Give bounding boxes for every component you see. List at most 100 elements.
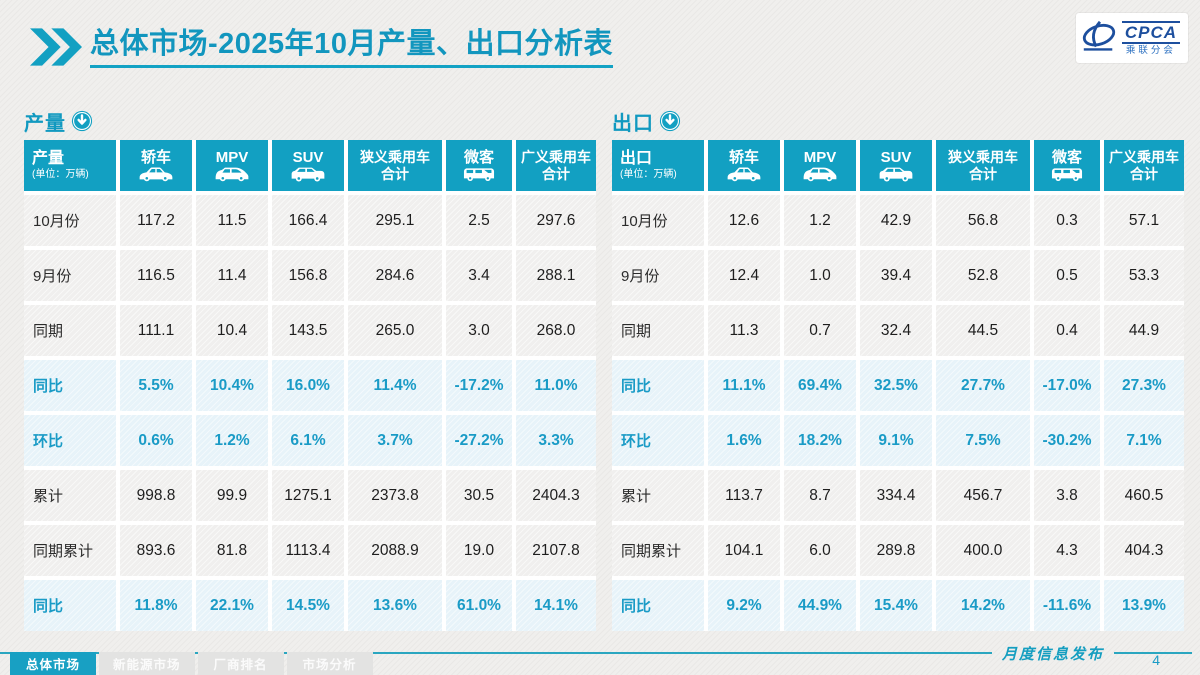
- value-cell: 117.2: [120, 195, 192, 246]
- value-cell: 7.5%: [936, 415, 1030, 466]
- export-table: 出口 (单位：万辆) 轿车 MPV SUV 狭义乘用车 合计 微客 广义乘用车 合计 10月份 12.…: [612, 140, 1184, 631]
- row-label: 同比: [612, 580, 704, 631]
- row-label: 环比: [24, 415, 116, 466]
- export-section-title: 出口: [612, 106, 1184, 136]
- value-cell: 18.2%: [784, 415, 856, 466]
- value-cell: 53.3: [1104, 250, 1184, 301]
- value-cell: 3.3%: [516, 415, 596, 466]
- value-cell: 3.7%: [348, 415, 442, 466]
- title-rest: -2025年10月产量、出口分析表: [208, 28, 613, 60]
- table-corner-header: 产量 (单位：万辆): [24, 140, 116, 191]
- column-header: 狭义乘用车 合计: [348, 140, 442, 191]
- double-chevron-icon: [30, 28, 82, 66]
- column-header: 狭义乘用车 合计: [936, 140, 1030, 191]
- value-cell: 1113.4: [272, 525, 344, 576]
- value-cell: 9.2%: [708, 580, 780, 631]
- value-cell: 11.3: [708, 305, 780, 356]
- suv-icon: [878, 167, 914, 182]
- production-label: 产量: [24, 112, 66, 135]
- value-cell: 13.9%: [1104, 580, 1184, 631]
- value-cell: 11.4%: [348, 360, 442, 411]
- page-number: 4: [1152, 652, 1160, 668]
- value-cell: 61.0%: [446, 580, 512, 631]
- value-cell: 1.2: [784, 195, 856, 246]
- value-cell: -27.2%: [446, 415, 512, 466]
- column-header: 微客: [1034, 140, 1100, 191]
- value-cell: 104.1: [708, 525, 780, 576]
- value-cell: 166.4: [272, 195, 344, 246]
- value-cell: 297.6: [516, 195, 596, 246]
- row-label: 10月份: [612, 195, 704, 246]
- value-cell: 456.7: [936, 470, 1030, 521]
- value-cell: 7.1%: [1104, 415, 1184, 466]
- value-cell: 998.8: [120, 470, 192, 521]
- microvan-icon: [1050, 167, 1084, 182]
- value-cell: 81.8: [196, 525, 268, 576]
- value-cell: 3.0: [446, 305, 512, 356]
- value-cell: 3.8: [1034, 470, 1100, 521]
- value-cell: 1275.1: [272, 470, 344, 521]
- column-header: MPV: [784, 140, 856, 191]
- column-header: 轿车: [120, 140, 192, 191]
- row-label: 同比: [24, 360, 116, 411]
- value-cell: 400.0: [936, 525, 1030, 576]
- value-cell: 288.1: [516, 250, 596, 301]
- table-corner-header: 出口 (单位：万辆): [612, 140, 704, 191]
- production-section-title: 产量: [24, 106, 596, 136]
- row-label: 同期: [612, 305, 704, 356]
- value-cell: 8.7: [784, 470, 856, 521]
- header: 总体市场-2025年10月产量、出口分析表: [30, 26, 613, 69]
- down-arrow-circle-icon: [659, 110, 681, 132]
- sedan-icon: [726, 167, 762, 182]
- production-section: 产量 产量 (单位：万辆) 轿车 MPV SUV 狭义乘用车 合计 微客 广义乘用车 合计 10月份…: [24, 106, 596, 631]
- cpca-logo: CPCA 乘联分会: [1075, 13, 1188, 63]
- row-label: 9月份: [24, 250, 116, 301]
- value-cell: 11.8%: [120, 580, 192, 631]
- mpv-icon: [214, 167, 250, 182]
- value-cell: 460.5: [1104, 470, 1184, 521]
- value-cell: 113.7: [708, 470, 780, 521]
- value-cell: 2404.3: [516, 470, 596, 521]
- value-cell: 6.0: [784, 525, 856, 576]
- value-cell: 27.3%: [1104, 360, 1184, 411]
- row-label: 9月份: [612, 250, 704, 301]
- value-cell: 268.0: [516, 305, 596, 356]
- tab-1[interactable]: 新能源市场: [99, 652, 195, 675]
- value-cell: 0.6%: [120, 415, 192, 466]
- column-header: 广义乘用车 合计: [1104, 140, 1184, 191]
- value-cell: 1.6%: [708, 415, 780, 466]
- value-cell: 32.4: [860, 305, 932, 356]
- tab-2[interactable]: 厂商排名: [197, 652, 284, 675]
- value-cell: 52.8: [936, 250, 1030, 301]
- value-cell: 69.4%: [784, 360, 856, 411]
- value-cell: 284.6: [348, 250, 442, 301]
- value-cell: 2.5: [446, 195, 512, 246]
- value-cell: 14.5%: [272, 580, 344, 631]
- value-cell: 0.3: [1034, 195, 1100, 246]
- value-cell: 44.5: [936, 305, 1030, 356]
- footer-text: 月度信息发布: [1001, 644, 1104, 663]
- value-cell: -30.2%: [1034, 415, 1100, 466]
- value-cell: 14.2%: [936, 580, 1030, 631]
- value-cell: 2107.8: [516, 525, 596, 576]
- value-cell: 5.5%: [120, 360, 192, 411]
- value-cell: 44.9: [1104, 305, 1184, 356]
- value-cell: 57.1: [1104, 195, 1184, 246]
- footer: 月度信息发布: [0, 644, 1192, 663]
- row-label: 同期累计: [24, 525, 116, 576]
- row-label: 同期: [24, 305, 116, 356]
- footer-line: [0, 652, 992, 654]
- value-cell: 56.8: [936, 195, 1030, 246]
- tab-3[interactable]: 市场分析: [286, 652, 373, 675]
- row-label: 累计: [612, 470, 704, 521]
- tab-0[interactable]: 总体市场: [10, 652, 96, 675]
- sedan-icon: [138, 167, 174, 182]
- value-cell: -17.0%: [1034, 360, 1100, 411]
- value-cell: 404.3: [1104, 525, 1184, 576]
- value-cell: -17.2%: [446, 360, 512, 411]
- value-cell: 30.5: [446, 470, 512, 521]
- value-cell: 11.5: [196, 195, 268, 246]
- value-cell: 14.1%: [516, 580, 596, 631]
- row-label: 同比: [612, 360, 704, 411]
- value-cell: 111.1: [120, 305, 192, 356]
